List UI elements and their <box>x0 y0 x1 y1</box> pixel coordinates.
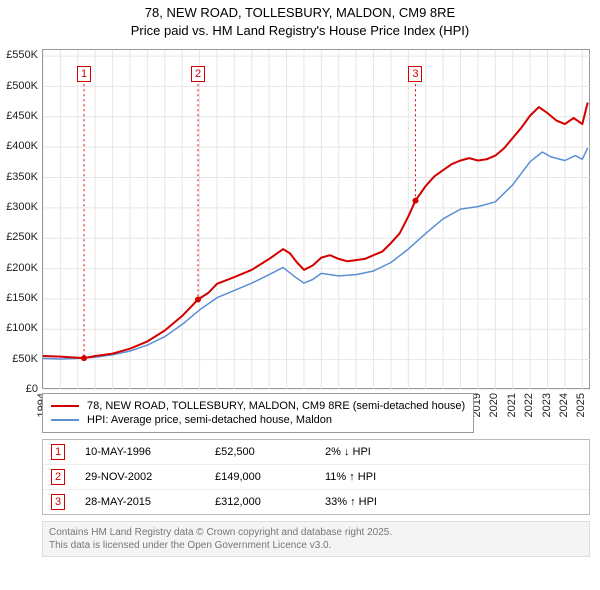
cell-price: £52,500 <box>215 446 325 458</box>
attribution-footer: Contains HM Land Registry data © Crown c… <box>42 521 590 557</box>
y-tick-label: £100K <box>6 322 38 334</box>
table-row: 1 10-MAY-1996£52,5002% ↓ HPI <box>43 440 589 464</box>
legend-label: 78, NEW ROAD, TOLLESBURY, MALDON, CM9 8R… <box>87 400 465 412</box>
row-badge: 2 <box>51 469 65 485</box>
table-row: 2 29-NOV-2002£149,00011% ↑ HPI <box>43 464 589 489</box>
sales-table: 110-MAY-1996£52,5002% ↓ HPI229-NOV-2002£… <box>42 439 590 515</box>
x-tick-label: 2023 <box>541 393 553 417</box>
legend-swatch <box>51 419 79 421</box>
table-row: 3 28-MAY-2015£312,00033% ↑ HPI <box>43 489 589 514</box>
cell-date: 10-MAY-1996 <box>85 446 215 458</box>
footer-line-2: This data is licensed under the Open Gov… <box>49 539 583 552</box>
y-tick-label: £450K <box>6 110 38 122</box>
cell-date: 28-MAY-2015 <box>85 496 215 508</box>
row-badge: 3 <box>51 494 65 510</box>
legend-swatch <box>51 405 79 407</box>
cell-delta: 33% ↑ HPI <box>325 496 445 508</box>
y-tick-label: £350K <box>6 171 38 183</box>
series-lines <box>43 50 591 390</box>
y-tick-label: £50K <box>12 353 38 365</box>
sale-marker-badge: 3 <box>408 66 422 82</box>
legend-row: 78, NEW ROAD, TOLLESBURY, MALDON, CM9 8R… <box>51 400 465 412</box>
x-tick-label: 2021 <box>506 393 518 417</box>
y-tick-label: £400K <box>6 140 38 152</box>
legend-row: HPI: Average price, semi-detached house,… <box>51 414 465 426</box>
cell-price: £312,000 <box>215 496 325 508</box>
y-axis-ticks: £0£50K£100K£150K£200K£250K£300K£350K£400… <box>0 49 42 389</box>
legend-box: 78, NEW ROAD, TOLLESBURY, MALDON, CM9 8R… <box>42 393 474 433</box>
title-line-2: Price paid vs. HM Land Registry's House … <box>0 22 600 40</box>
y-tick-label: £500K <box>6 80 38 92</box>
y-tick-label: £150K <box>6 292 38 304</box>
y-tick-label: £250K <box>6 231 38 243</box>
x-tick-label: 2024 <box>558 393 570 417</box>
sale-marker-badge: 2 <box>191 66 205 82</box>
chart-area: £0£50K£100K£150K£200K£250K£300K£350K£400… <box>0 41 600 431</box>
sale-marker-badge: 1 <box>77 66 91 82</box>
y-tick-label: £300K <box>6 201 38 213</box>
y-tick-label: £200K <box>6 262 38 274</box>
legend-label: HPI: Average price, semi-detached house,… <box>87 414 332 426</box>
cell-delta: 11% ↑ HPI <box>325 471 445 483</box>
row-badge: 1 <box>51 444 65 460</box>
chart-title: 78, NEW ROAD, TOLLESBURY, MALDON, CM9 8R… <box>0 0 600 41</box>
y-tick-label: £550K <box>6 49 38 61</box>
x-tick-label: 2025 <box>575 393 587 417</box>
footer-line-1: Contains HM Land Registry data © Crown c… <box>49 526 583 539</box>
plot-region: 1 2 3 <box>42 49 590 389</box>
x-tick-label: 2022 <box>523 393 535 417</box>
cell-delta: 2% ↓ HPI <box>325 446 445 458</box>
cell-date: 29-NOV-2002 <box>85 471 215 483</box>
x-tick-label: 2020 <box>488 393 500 417</box>
cell-price: £149,000 <box>215 471 325 483</box>
title-line-1: 78, NEW ROAD, TOLLESBURY, MALDON, CM9 8R… <box>0 4 600 22</box>
